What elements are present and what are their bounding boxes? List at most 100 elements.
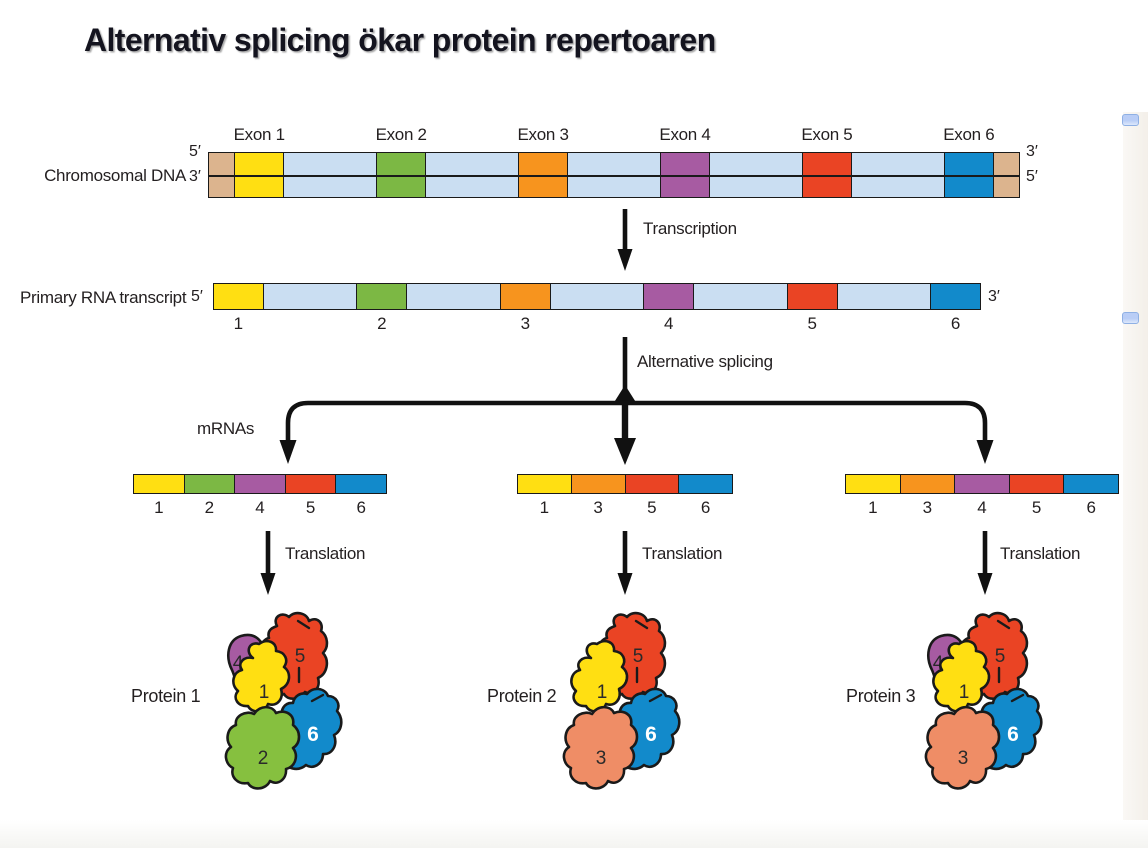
mrna-bar-3: 1 3 4 5 6 bbox=[845, 474, 1119, 517]
subunit-number: 1 bbox=[259, 682, 270, 703]
segment-intron bbox=[836, 284, 931, 309]
translation-arrow-icon-3 bbox=[977, 531, 993, 595]
dna-right-5prime: 5′ bbox=[1026, 168, 1038, 185]
exon-number: 1 bbox=[539, 498, 550, 517]
subunit-crease bbox=[996, 619, 1011, 630]
exon-number: 4 bbox=[255, 498, 265, 517]
exon-number: 4 bbox=[664, 314, 674, 333]
segment-purple-4: 4 bbox=[954, 475, 1009, 517]
protein-subunit-2 bbox=[224, 705, 301, 790]
dna-right-3prime: 3′ bbox=[1026, 143, 1038, 160]
protein-subunit-3 bbox=[924, 705, 1001, 790]
protein-1-label: Protein 1 bbox=[131, 686, 201, 706]
protein-subunit-1 bbox=[932, 639, 991, 713]
segment-red-5: 5 bbox=[284, 475, 336, 517]
exon-number: 1 bbox=[154, 498, 164, 517]
segment-blue-6: 6 bbox=[678, 475, 732, 517]
segment-blue-6: 6 bbox=[335, 475, 386, 517]
subunit-number: 4 bbox=[933, 653, 944, 674]
segment-blue-6: 6 bbox=[1063, 475, 1118, 517]
subunit-number: 3 bbox=[958, 748, 969, 769]
chromosomal-dna-bar: Exon 1 Exon 2 Exon 3 Exon 4 Exon 5 Exon 6 bbox=[208, 125, 1020, 198]
segment-intron bbox=[549, 284, 644, 309]
segment-yellow-1: 1 bbox=[518, 475, 571, 517]
subunit-crease bbox=[634, 619, 649, 630]
dna-strand-divider bbox=[209, 175, 1019, 177]
segment-green-2: 2 bbox=[183, 475, 235, 517]
subunit-number: 1 bbox=[597, 682, 608, 703]
subunit-crease bbox=[296, 619, 311, 630]
slide-title: Alternativ splicing ökar protein reperto… bbox=[84, 22, 716, 58]
bottom-edge-band bbox=[0, 820, 1148, 848]
exon-number: 5 bbox=[647, 498, 657, 517]
translation-label-1: Translation bbox=[285, 544, 366, 563]
protein-3-label: Protein 3 bbox=[846, 686, 916, 706]
segment-red-5: 5 bbox=[786, 284, 837, 333]
segment-orange-3: 3 bbox=[899, 475, 955, 517]
translation-label-2: Translation bbox=[642, 544, 723, 563]
mrnas-label: mRNAs bbox=[197, 419, 255, 438]
chromosomal-dna-label: Chromosomal DNA bbox=[44, 166, 186, 185]
exon-label: Exon 1 bbox=[233, 125, 285, 144]
segment-yellow-1: 1 bbox=[134, 475, 184, 517]
exon-number: 1 bbox=[233, 314, 244, 333]
scroll-thumb-middle[interactable] bbox=[1122, 312, 1139, 324]
transcription-arrow-icon bbox=[617, 209, 633, 271]
protein-3-structure: 4 5 1 6 3 bbox=[924, 611, 1043, 790]
protein-subunit-3 bbox=[562, 705, 639, 790]
exon-label: Exon 3 bbox=[517, 125, 569, 144]
subunit-crease bbox=[1010, 693, 1025, 703]
translation-arrow-icon-1 bbox=[260, 531, 276, 595]
subunit-number: 5 bbox=[633, 646, 644, 667]
exon-number: 3 bbox=[922, 498, 933, 517]
exon-number: 6 bbox=[356, 498, 366, 517]
exon-number: 6 bbox=[1086, 498, 1096, 517]
alternative-splicing-label: Alternative splicing bbox=[637, 352, 773, 371]
exon-label: Exon 4 bbox=[659, 125, 711, 144]
protein-2-label: Protein 2 bbox=[487, 686, 557, 706]
subunit-number: 5 bbox=[995, 646, 1006, 667]
exon-number: 6 bbox=[950, 314, 961, 333]
scroll-thumb-top[interactable] bbox=[1122, 114, 1139, 126]
subunit-number: 6 bbox=[645, 723, 657, 746]
dna-left-3prime: 3′ bbox=[189, 168, 201, 185]
segment-yellow-1: 1 bbox=[846, 475, 900, 517]
exon-number: 3 bbox=[520, 314, 531, 333]
segment-intron bbox=[262, 284, 357, 309]
segment-blue-6: 6 bbox=[930, 284, 981, 333]
exon-number: 2 bbox=[377, 314, 387, 333]
subunit-number: 4 bbox=[233, 653, 244, 674]
subunit-number: 2 bbox=[258, 748, 269, 769]
subunit-number: 3 bbox=[596, 748, 607, 769]
transcription-label: Transcription bbox=[643, 219, 737, 238]
translation-arrow-icon-2 bbox=[617, 531, 633, 595]
segment-purple-4: 4 bbox=[643, 284, 694, 333]
exon-number: 2 bbox=[204, 498, 215, 517]
translation-label-3: Translation bbox=[1000, 544, 1081, 563]
segment-green-2: 2 bbox=[356, 284, 407, 333]
segment-intron bbox=[406, 284, 500, 309]
subunit-number: 6 bbox=[1007, 723, 1019, 746]
subunit-number: 6 bbox=[307, 723, 319, 746]
exon-label: Exon 5 bbox=[801, 125, 853, 144]
mrna-bar-2: 1 3 5 6 bbox=[517, 474, 733, 517]
dna-left-5prime: 5′ bbox=[189, 143, 201, 160]
alternative-splicing-branch-arrows bbox=[279, 337, 994, 465]
protein-1-structure: 4 5 1 6 2 bbox=[224, 611, 343, 790]
exon-label: Exon 6 bbox=[943, 125, 995, 144]
segment-red-5: 5 bbox=[1008, 475, 1064, 517]
segment-orange-3: 3 bbox=[570, 475, 625, 517]
subunit-crease bbox=[310, 693, 325, 703]
exon-number: 1 bbox=[868, 498, 878, 517]
segment-yellow-1: 1 bbox=[214, 284, 263, 333]
exon-number: 3 bbox=[593, 498, 603, 517]
protein-subunit-1 bbox=[570, 639, 629, 713]
segment-intron bbox=[693, 284, 787, 309]
primary-rna-label: Primary RNA transcript bbox=[20, 288, 187, 307]
exon-number: 5 bbox=[807, 314, 817, 333]
rna-3prime: 3′ bbox=[988, 288, 1000, 305]
segment-red-5: 5 bbox=[624, 475, 679, 517]
protein-2-structure: 5 1 6 3 bbox=[562, 611, 681, 790]
scrollbar-track[interactable] bbox=[1123, 112, 1148, 848]
exon-number: 4 bbox=[977, 498, 987, 517]
